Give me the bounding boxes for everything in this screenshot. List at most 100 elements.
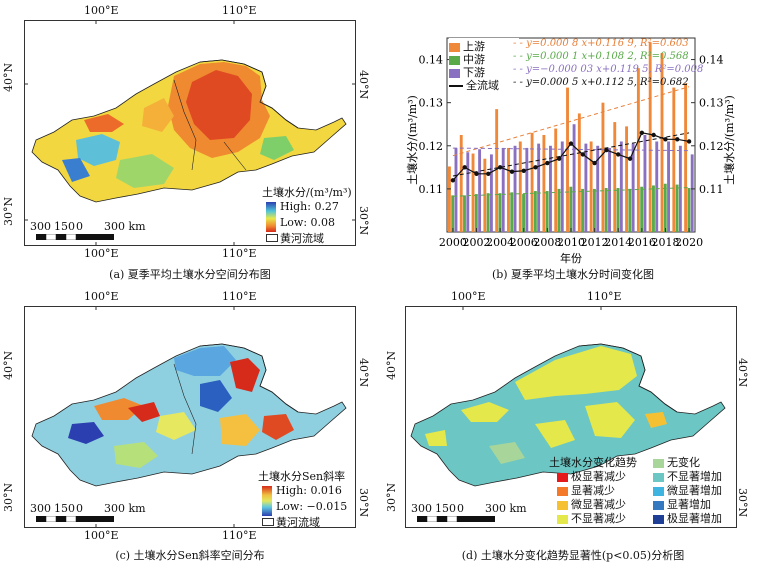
left-tick-40n: 40°N bbox=[2, 62, 15, 92]
bar-上游-2002 bbox=[471, 153, 475, 232]
basin-map-soil-moisture bbox=[31, 59, 347, 203]
left-tick-40n: 40°N bbox=[2, 350, 15, 380]
scale-bar bbox=[417, 516, 495, 522]
left-tick-30n: 30°N bbox=[2, 196, 15, 226]
bar-上游-2015 bbox=[625, 126, 629, 232]
x-tick-label-2012: 2012 bbox=[581, 236, 609, 249]
point-全流域-2004 bbox=[497, 165, 503, 170]
bar-中游-2011 bbox=[581, 188, 585, 232]
fit-equations: - - y=0.000 8 x+0.116 9, R²=0.603 - - y=… bbox=[513, 38, 703, 90]
scale-bar-d: 300 150 0 300 km bbox=[411, 502, 551, 522]
fit-eq-downstream: - - y=−0.000 03 x+0.119 5, R²=0.008 bbox=[513, 64, 704, 75]
legend-item-whole-basin: 全流域 bbox=[449, 77, 519, 92]
legend-title: 土壤水分变化趋势 bbox=[549, 456, 637, 469]
y-axis-label-left: 土壤水分/(m³/m³) bbox=[405, 95, 419, 185]
scale-0: 0 bbox=[457, 502, 464, 515]
bar-中游-2009 bbox=[557, 188, 561, 232]
bar-上游-2013 bbox=[601, 102, 605, 232]
bar-上游-2018 bbox=[660, 53, 664, 233]
legend-high: High: 0.27 bbox=[280, 200, 339, 213]
scale-300-left: 300 bbox=[411, 502, 432, 515]
bar-中游-2017 bbox=[652, 185, 655, 232]
legend-class-slight-increase: 微显著增加 bbox=[653, 482, 722, 498]
bar-中游-2008 bbox=[545, 191, 549, 232]
bar-下游-2006 bbox=[525, 147, 529, 232]
caption-d: (d) 土壤水分变化趋势显著性(p<0.05)分析图 bbox=[461, 549, 685, 562]
scale-0: 0 bbox=[76, 220, 83, 233]
scale-bar-c: 300 150 0 300 km bbox=[30, 502, 170, 522]
legend-item-upstream: 上游 bbox=[449, 38, 519, 53]
legend-title: 土壤水分Sen斜率 bbox=[258, 470, 346, 483]
point-全流域-2020 bbox=[686, 139, 692, 144]
bar-上游-2008 bbox=[542, 135, 546, 232]
bar-上游-2012 bbox=[589, 141, 593, 232]
bar-下游-2015 bbox=[631, 143, 635, 232]
legend-low: Low: −0.015 bbox=[276, 500, 348, 513]
legend-class-sig-increase: 显著增加 bbox=[653, 496, 711, 512]
bar-下游-2011 bbox=[584, 143, 588, 232]
bottom-tick-100e: 100°E bbox=[84, 529, 119, 542]
legend-line-whole-basin bbox=[449, 85, 463, 87]
point-全流域-2015 bbox=[627, 156, 633, 161]
scale-300-left: 300 bbox=[30, 220, 51, 233]
bar-上游-2014 bbox=[613, 122, 617, 232]
point-全流域-2013 bbox=[604, 147, 609, 153]
bar-中游-2002 bbox=[474, 194, 478, 232]
left-tick-30n: 30°N bbox=[385, 482, 398, 512]
legend-high: High: 0.016 bbox=[276, 484, 342, 497]
bar-中游-2018 bbox=[663, 183, 667, 232]
top-tick-100e: 100°E bbox=[451, 290, 486, 303]
bar-上游-2011 bbox=[577, 113, 581, 232]
scale-bar-a: 300 150 0 300 km bbox=[30, 220, 170, 240]
bar-下游-2002 bbox=[478, 149, 482, 232]
top-tick-110e: 110°E bbox=[222, 4, 257, 17]
x-tick-label-2006: 2006 bbox=[510, 236, 538, 249]
bar-下游-2012 bbox=[596, 145, 600, 232]
legend-title: 土壤水分/(m³/m³) bbox=[262, 186, 352, 199]
bar-上游-2020 bbox=[684, 83, 688, 233]
top-tick-100e: 100°E bbox=[84, 290, 119, 303]
point-全流域-2011 bbox=[580, 152, 586, 157]
bar-下游-2019 bbox=[678, 145, 682, 232]
x-tick-label-2014: 2014 bbox=[604, 236, 632, 249]
point-全流域-2018 bbox=[663, 137, 668, 142]
x-axis-label: 年份 bbox=[560, 251, 582, 265]
point-全流域-2019 bbox=[675, 137, 680, 142]
bar-下游-2017 bbox=[655, 141, 659, 232]
scale-150: 150 bbox=[54, 220, 75, 233]
point-全流域-2017 bbox=[651, 132, 656, 138]
bar-上游-2006 bbox=[518, 141, 522, 232]
legend-class-extreme-increase: 极显著增加 bbox=[653, 510, 722, 526]
bar-中游-2003 bbox=[486, 193, 490, 232]
basin-map-trend-significance bbox=[410, 343, 726, 487]
basin-swatch bbox=[266, 234, 278, 242]
panel-d: 100°E 110°E 40°N 30°N 40°N 30°N 土壤水分变化趋势… bbox=[383, 288, 763, 567]
color-ramp bbox=[266, 202, 276, 232]
bar-中游-2000 bbox=[451, 195, 455, 232]
top-tick-110e: 110°E bbox=[222, 290, 257, 303]
legend-swatch-midstream bbox=[449, 55, 460, 65]
legend-item-downstream: 下游 bbox=[449, 64, 519, 79]
bar-中游-2013 bbox=[604, 188, 608, 232]
basin-swatch bbox=[262, 518, 274, 526]
scale-150: 150 bbox=[54, 502, 75, 515]
bar-上游-2017 bbox=[648, 42, 652, 233]
fit-line-上游 bbox=[452, 86, 690, 157]
bottom-tick-110e: 110°E bbox=[222, 529, 257, 542]
y-tick-label-left-0.13: 0.13 bbox=[419, 97, 444, 110]
scale-300km: 300 km bbox=[104, 502, 146, 515]
color-ramp bbox=[262, 486, 272, 516]
point-全流域-2001 bbox=[462, 165, 467, 170]
caption-b: (b) 夏季平均土壤水分时间变化图 bbox=[491, 268, 655, 281]
legend-basin: 黄河流域 bbox=[276, 516, 320, 529]
bar-上游-2019 bbox=[672, 87, 676, 232]
basin-map-sen-slope bbox=[31, 343, 347, 487]
y-tick-label-left-0.12: 0.12 bbox=[419, 140, 444, 153]
right-tick-40n: 40°N bbox=[357, 70, 370, 100]
y-tick-label-right-0.14: 0.14 bbox=[699, 54, 724, 67]
legend-class-nonsig-increase: 不显著增加 bbox=[653, 468, 722, 484]
right-tick-30n: 30°N bbox=[736, 488, 749, 518]
bar-中游-2007 bbox=[533, 191, 537, 232]
legend-class-extreme-decrease: 极显著减少 bbox=[557, 468, 626, 484]
bar-中游-2005 bbox=[510, 192, 514, 232]
